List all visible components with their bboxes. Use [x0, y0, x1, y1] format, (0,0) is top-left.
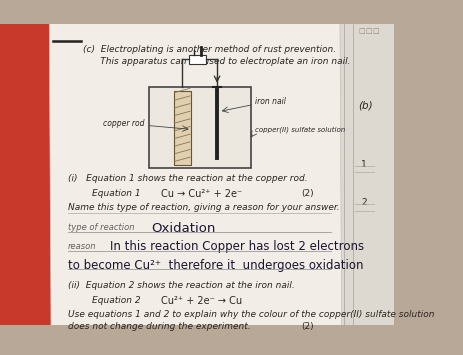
Text: to become Cu²⁺  therefore it  undergoes oxidation: to become Cu²⁺ therefore it undergoes ox…: [68, 259, 363, 272]
Text: □: □: [371, 28, 378, 34]
Text: type of reaction: type of reaction: [68, 223, 134, 233]
Text: Equation 1: Equation 1: [92, 190, 140, 198]
Text: Use equations 1 and 2 to explain why the colour of the copper(II) sulfate soluti: Use equations 1 and 2 to explain why the…: [68, 310, 433, 319]
Text: iron nail: iron nail: [254, 98, 285, 106]
Text: copper rod: copper rod: [103, 119, 144, 128]
Text: reason: reason: [68, 242, 96, 251]
Text: □: □: [358, 28, 364, 34]
Text: Cu → Cu²⁺ + 2e⁻: Cu → Cu²⁺ + 2e⁻: [161, 190, 242, 200]
Text: In this reaction Copper has lost 2 electrons: In this reaction Copper has lost 2 elect…: [110, 240, 364, 253]
Text: (2): (2): [301, 322, 313, 331]
Text: (c)  Electroplating is another method of rust prevention.: (c) Electroplating is another method of …: [83, 45, 336, 54]
Text: Cu²⁺ + 2e⁻ → Cu: Cu²⁺ + 2e⁻ → Cu: [161, 296, 242, 306]
Text: copper(II) sulfate solution: copper(II) sulfate solution: [254, 126, 344, 133]
Bar: [174, 91, 190, 165]
Text: Name this type of reaction, giving a reason for your answer.: Name this type of reaction, giving a rea…: [68, 203, 339, 212]
Text: 2: 2: [360, 198, 366, 207]
Text: (ii)  Equation 2 shows the reaction at the iron nail.: (ii) Equation 2 shows the reaction at th…: [68, 281, 294, 290]
Text: Equation 2: Equation 2: [92, 296, 140, 306]
Polygon shape: [339, 24, 394, 326]
Text: (b): (b): [358, 100, 372, 110]
Polygon shape: [49, 24, 365, 326]
Bar: [189, 55, 206, 64]
Text: does not change during the experiment.: does not change during the experiment.: [68, 322, 250, 331]
Polygon shape: [0, 24, 110, 326]
Bar: [149, 87, 250, 168]
Text: □: □: [365, 28, 371, 34]
Text: This apparatus can be used to electroplate an iron nail.: This apparatus can be used to electropla…: [83, 57, 350, 66]
Text: 1: 1: [360, 160, 366, 169]
Text: Oxidation: Oxidation: [151, 222, 215, 235]
Text: (2): (2): [301, 190, 313, 198]
Text: (i)   Equation 1 shows the reaction at the copper rod.: (i) Equation 1 shows the reaction at the…: [68, 174, 307, 183]
